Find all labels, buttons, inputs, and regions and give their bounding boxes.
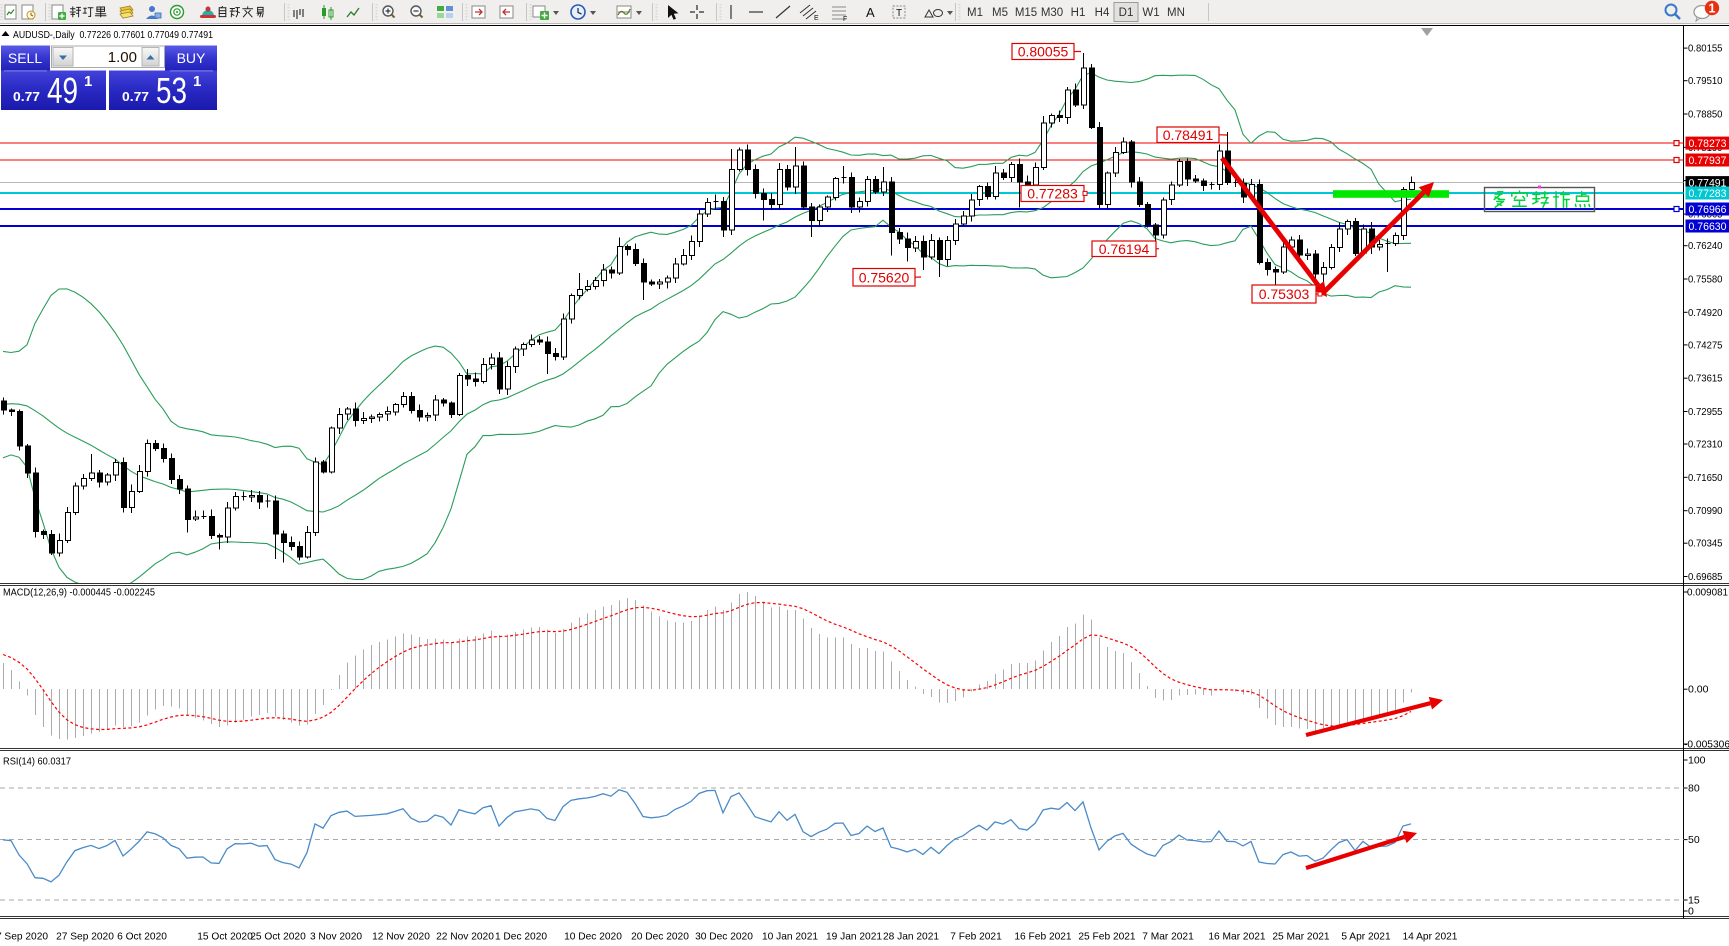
svg-text:M5: M5 <box>992 7 1008 19</box>
svg-text:0.00: 0.00 <box>1688 684 1709 696</box>
svg-text:0.76966: 0.76966 <box>1689 204 1727 216</box>
svg-text:SELL: SELL <box>8 50 42 66</box>
svg-text:0.78850: 0.78850 <box>1688 109 1723 121</box>
svg-text:0.72310: 0.72310 <box>1688 439 1723 451</box>
svg-text:0.70990: 0.70990 <box>1688 505 1723 517</box>
svg-text:0.77937: 0.77937 <box>1689 155 1727 167</box>
svg-text:0.78491: 0.78491 <box>1163 127 1214 143</box>
svg-text:0.76630: 0.76630 <box>1689 221 1727 233</box>
svg-text:E: E <box>814 15 819 22</box>
svg-text:1: 1 <box>84 73 92 90</box>
svg-text:BUY: BUY <box>177 50 206 66</box>
svg-text:M30: M30 <box>1041 7 1063 19</box>
svg-text:6 Oct 2020: 6 Oct 2020 <box>117 932 167 943</box>
svg-text:MACD(12,26,9) -0.000445 -0.002: MACD(12,26,9) -0.000445 -0.002245 <box>3 587 155 599</box>
svg-text:12 Nov 2020: 12 Nov 2020 <box>372 932 430 943</box>
svg-text:16 Mar 2021: 16 Mar 2021 <box>1208 932 1266 943</box>
svg-text:25 Mar 2021: 25 Mar 2021 <box>1272 932 1330 943</box>
svg-text:0.72955: 0.72955 <box>1688 406 1723 418</box>
svg-text:25 Oct 2020: 25 Oct 2020 <box>250 932 306 943</box>
svg-text:7 Mar 2021: 7 Mar 2021 <box>1142 932 1194 943</box>
svg-text:H4: H4 <box>1095 7 1110 19</box>
svg-text:0.69685: 0.69685 <box>1688 571 1723 583</box>
svg-text:49: 49 <box>47 70 78 111</box>
svg-text:M15: M15 <box>1015 7 1037 19</box>
svg-text:10 Jan 2021: 10 Jan 2021 <box>762 932 818 943</box>
svg-text:0.80055: 0.80055 <box>1018 44 1069 60</box>
svg-text:T: T <box>896 8 902 19</box>
svg-text:0.77283: 0.77283 <box>1027 186 1078 202</box>
svg-text:W1: W1 <box>1142 7 1159 19</box>
svg-text:0.70345: 0.70345 <box>1688 538 1723 550</box>
svg-text:0.77283: 0.77283 <box>1689 188 1727 200</box>
svg-text:0.76240: 0.76240 <box>1688 240 1723 252</box>
svg-text:H1: H1 <box>1071 7 1086 19</box>
svg-text:15 Oct 2020: 15 Oct 2020 <box>197 932 253 943</box>
svg-text:0.74275: 0.74275 <box>1688 339 1723 351</box>
svg-text:30 Dec 2020: 30 Dec 2020 <box>695 932 753 943</box>
svg-text:0.75620: 0.75620 <box>859 269 910 285</box>
svg-text:0.80155: 0.80155 <box>1688 43 1723 55</box>
svg-text:5 Apr 2021: 5 Apr 2021 <box>1341 932 1391 943</box>
svg-text:0: 0 <box>1688 906 1694 918</box>
svg-text:1: 1 <box>1709 2 1716 16</box>
svg-text:AUDUSD-,Daily 0.77226 0.77601: AUDUSD-,Daily 0.77226 0.77601 0.77049 0.… <box>13 29 213 41</box>
svg-text:14 Apr 2021: 14 Apr 2021 <box>1403 932 1458 943</box>
svg-text:M1: M1 <box>967 7 983 19</box>
svg-text:0.009081: 0.009081 <box>1687 587 1728 599</box>
svg-text:0.71650: 0.71650 <box>1688 472 1723 484</box>
svg-text:0.75580: 0.75580 <box>1688 274 1723 286</box>
svg-text:7 Sep 2020: 7 Sep 2020 <box>0 932 48 943</box>
svg-text:0.77: 0.77 <box>13 89 40 104</box>
svg-text:22 Nov 2020: 22 Nov 2020 <box>436 932 494 943</box>
svg-text:53: 53 <box>156 70 187 111</box>
svg-text:0.77: 0.77 <box>122 89 149 104</box>
svg-text:1: 1 <box>193 73 201 90</box>
svg-text:0.76194: 0.76194 <box>1099 241 1150 257</box>
svg-text:50: 50 <box>1688 834 1700 846</box>
svg-text:28 Jan 2021: 28 Jan 2021 <box>883 932 939 943</box>
svg-text:16 Feb 2021: 16 Feb 2021 <box>1014 932 1072 943</box>
svg-text:A: A <box>866 5 875 20</box>
svg-text:80: 80 <box>1688 783 1700 795</box>
svg-text:19 Jan 2021: 19 Jan 2021 <box>826 932 882 943</box>
svg-text:RSI(14) 60.0317: RSI(14) 60.0317 <box>3 756 71 768</box>
svg-text:0.78273: 0.78273 <box>1689 138 1727 150</box>
svg-text:27 Sep 2020: 27 Sep 2020 <box>56 932 114 943</box>
svg-text:0.74920: 0.74920 <box>1688 307 1723 319</box>
svg-text:0.79510: 0.79510 <box>1688 75 1723 87</box>
svg-text:F: F <box>843 16 847 23</box>
svg-text:0.75303: 0.75303 <box>1259 286 1310 302</box>
svg-text:-0.005306: -0.005306 <box>1684 739 1729 751</box>
svg-text:15: 15 <box>1688 895 1700 907</box>
svg-text:1.00: 1.00 <box>108 49 137 66</box>
svg-text:10 Dec 2020: 10 Dec 2020 <box>564 932 622 943</box>
svg-text:MN: MN <box>1167 7 1185 19</box>
svg-text:1 Dec 2020: 1 Dec 2020 <box>495 932 547 943</box>
svg-text:0.73615: 0.73615 <box>1688 373 1723 385</box>
svg-text:D1: D1 <box>1119 7 1134 19</box>
svg-text:20 Dec 2020: 20 Dec 2020 <box>631 932 689 943</box>
svg-text:100: 100 <box>1688 755 1706 767</box>
svg-text:7 Feb 2021: 7 Feb 2021 <box>950 932 1002 943</box>
svg-text:3 Nov 2020: 3 Nov 2020 <box>310 932 362 943</box>
svg-text:25 Feb 2021: 25 Feb 2021 <box>1078 932 1136 943</box>
